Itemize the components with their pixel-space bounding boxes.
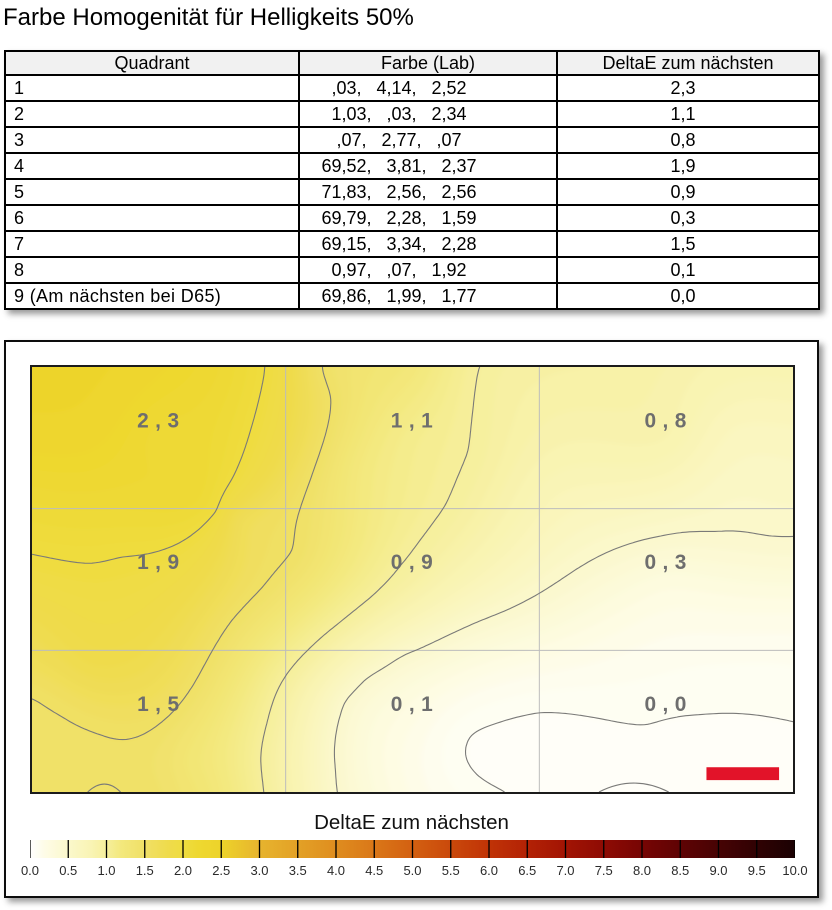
svg-text:1,5: 1,5 [137,693,185,716]
svg-text:1,1: 1,1 [391,409,439,432]
svg-text:2,3: 2,3 [137,409,185,432]
svg-text:0,3: 0,3 [644,551,692,574]
svg-text:0,9: 0,9 [391,551,439,574]
svg-text:0,0: 0,0 [644,693,692,716]
svg-text:0,1: 0,1 [391,693,439,716]
svg-text:1,9: 1,9 [137,551,185,574]
svg-text:0,8: 0,8 [644,409,692,432]
